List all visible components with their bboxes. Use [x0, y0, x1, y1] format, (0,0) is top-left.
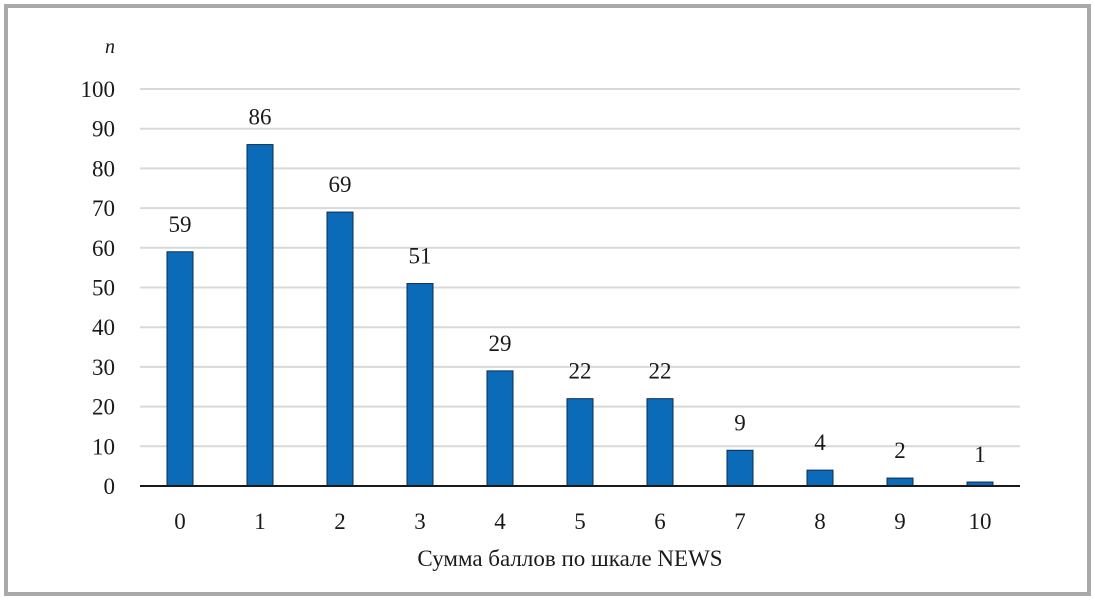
- bar-value-label: 29: [489, 331, 512, 356]
- x-tick-label: 1: [254, 509, 266, 534]
- bar: [806, 469, 834, 487]
- bar-value-label: 4: [814, 430, 826, 455]
- bar-value-label: 22: [649, 359, 672, 384]
- bar-value-label: 9: [734, 410, 746, 435]
- bar: [726, 449, 754, 487]
- y-tick-label: 100: [81, 77, 116, 102]
- bar: [246, 144, 274, 487]
- bar-value-label: 86: [249, 105, 272, 130]
- y-axis-ticks: 0 10 20 30 40 50 60 70 80 90 100: [81, 77, 116, 499]
- x-tick-label: 4: [494, 509, 506, 534]
- data-labels: 59 86 69 51 29 22 22 9 4 2 1: [169, 105, 986, 467]
- y-tick-label: 40: [92, 315, 115, 340]
- bars: [166, 144, 994, 487]
- y-tick-label: 90: [92, 117, 115, 142]
- x-tick-label: 7: [734, 509, 746, 534]
- y-tick-label: 60: [92, 236, 115, 261]
- bar: [406, 283, 434, 487]
- x-axis-ticks: 0 1 2 3 4 5 6 7 8 9 10: [174, 509, 991, 534]
- x-tick-label: 0: [174, 509, 186, 534]
- y-tick-label: 10: [92, 434, 115, 459]
- bar-value-label: 59: [169, 212, 192, 237]
- x-axis-title: Сумма баллов по шкале NEWS: [417, 546, 722, 571]
- x-tick-label: 5: [574, 509, 586, 534]
- y-tick-label: 30: [92, 355, 115, 380]
- bar-value-label: 69: [329, 172, 352, 197]
- x-tick-label: 8: [814, 509, 826, 534]
- x-tick-label: 10: [969, 509, 992, 534]
- bar: [886, 477, 914, 487]
- bar-value-label: 51: [409, 244, 432, 269]
- bar-value-label: 22: [569, 359, 592, 384]
- x-tick-label: 3: [414, 509, 426, 534]
- x-tick-label: 9: [894, 509, 906, 534]
- bar: [646, 398, 674, 487]
- y-tick-label: 50: [92, 276, 115, 301]
- bar: [166, 251, 194, 487]
- y-tick-label: 80: [92, 156, 115, 181]
- bar: [486, 370, 514, 487]
- y-tick-label: 20: [92, 395, 115, 420]
- bar-value-label: 1: [974, 442, 986, 467]
- y-axis-unit-label: n: [105, 36, 115, 58]
- y-tick-label: 70: [92, 196, 115, 221]
- gridlines: [140, 88, 1020, 448]
- bar: [326, 211, 354, 487]
- x-tick-label: 2: [334, 509, 346, 534]
- x-tick-label: 6: [654, 509, 666, 534]
- y-tick-label: 0: [104, 474, 116, 499]
- bar: [566, 398, 594, 487]
- bar-value-label: 2: [894, 438, 906, 463]
